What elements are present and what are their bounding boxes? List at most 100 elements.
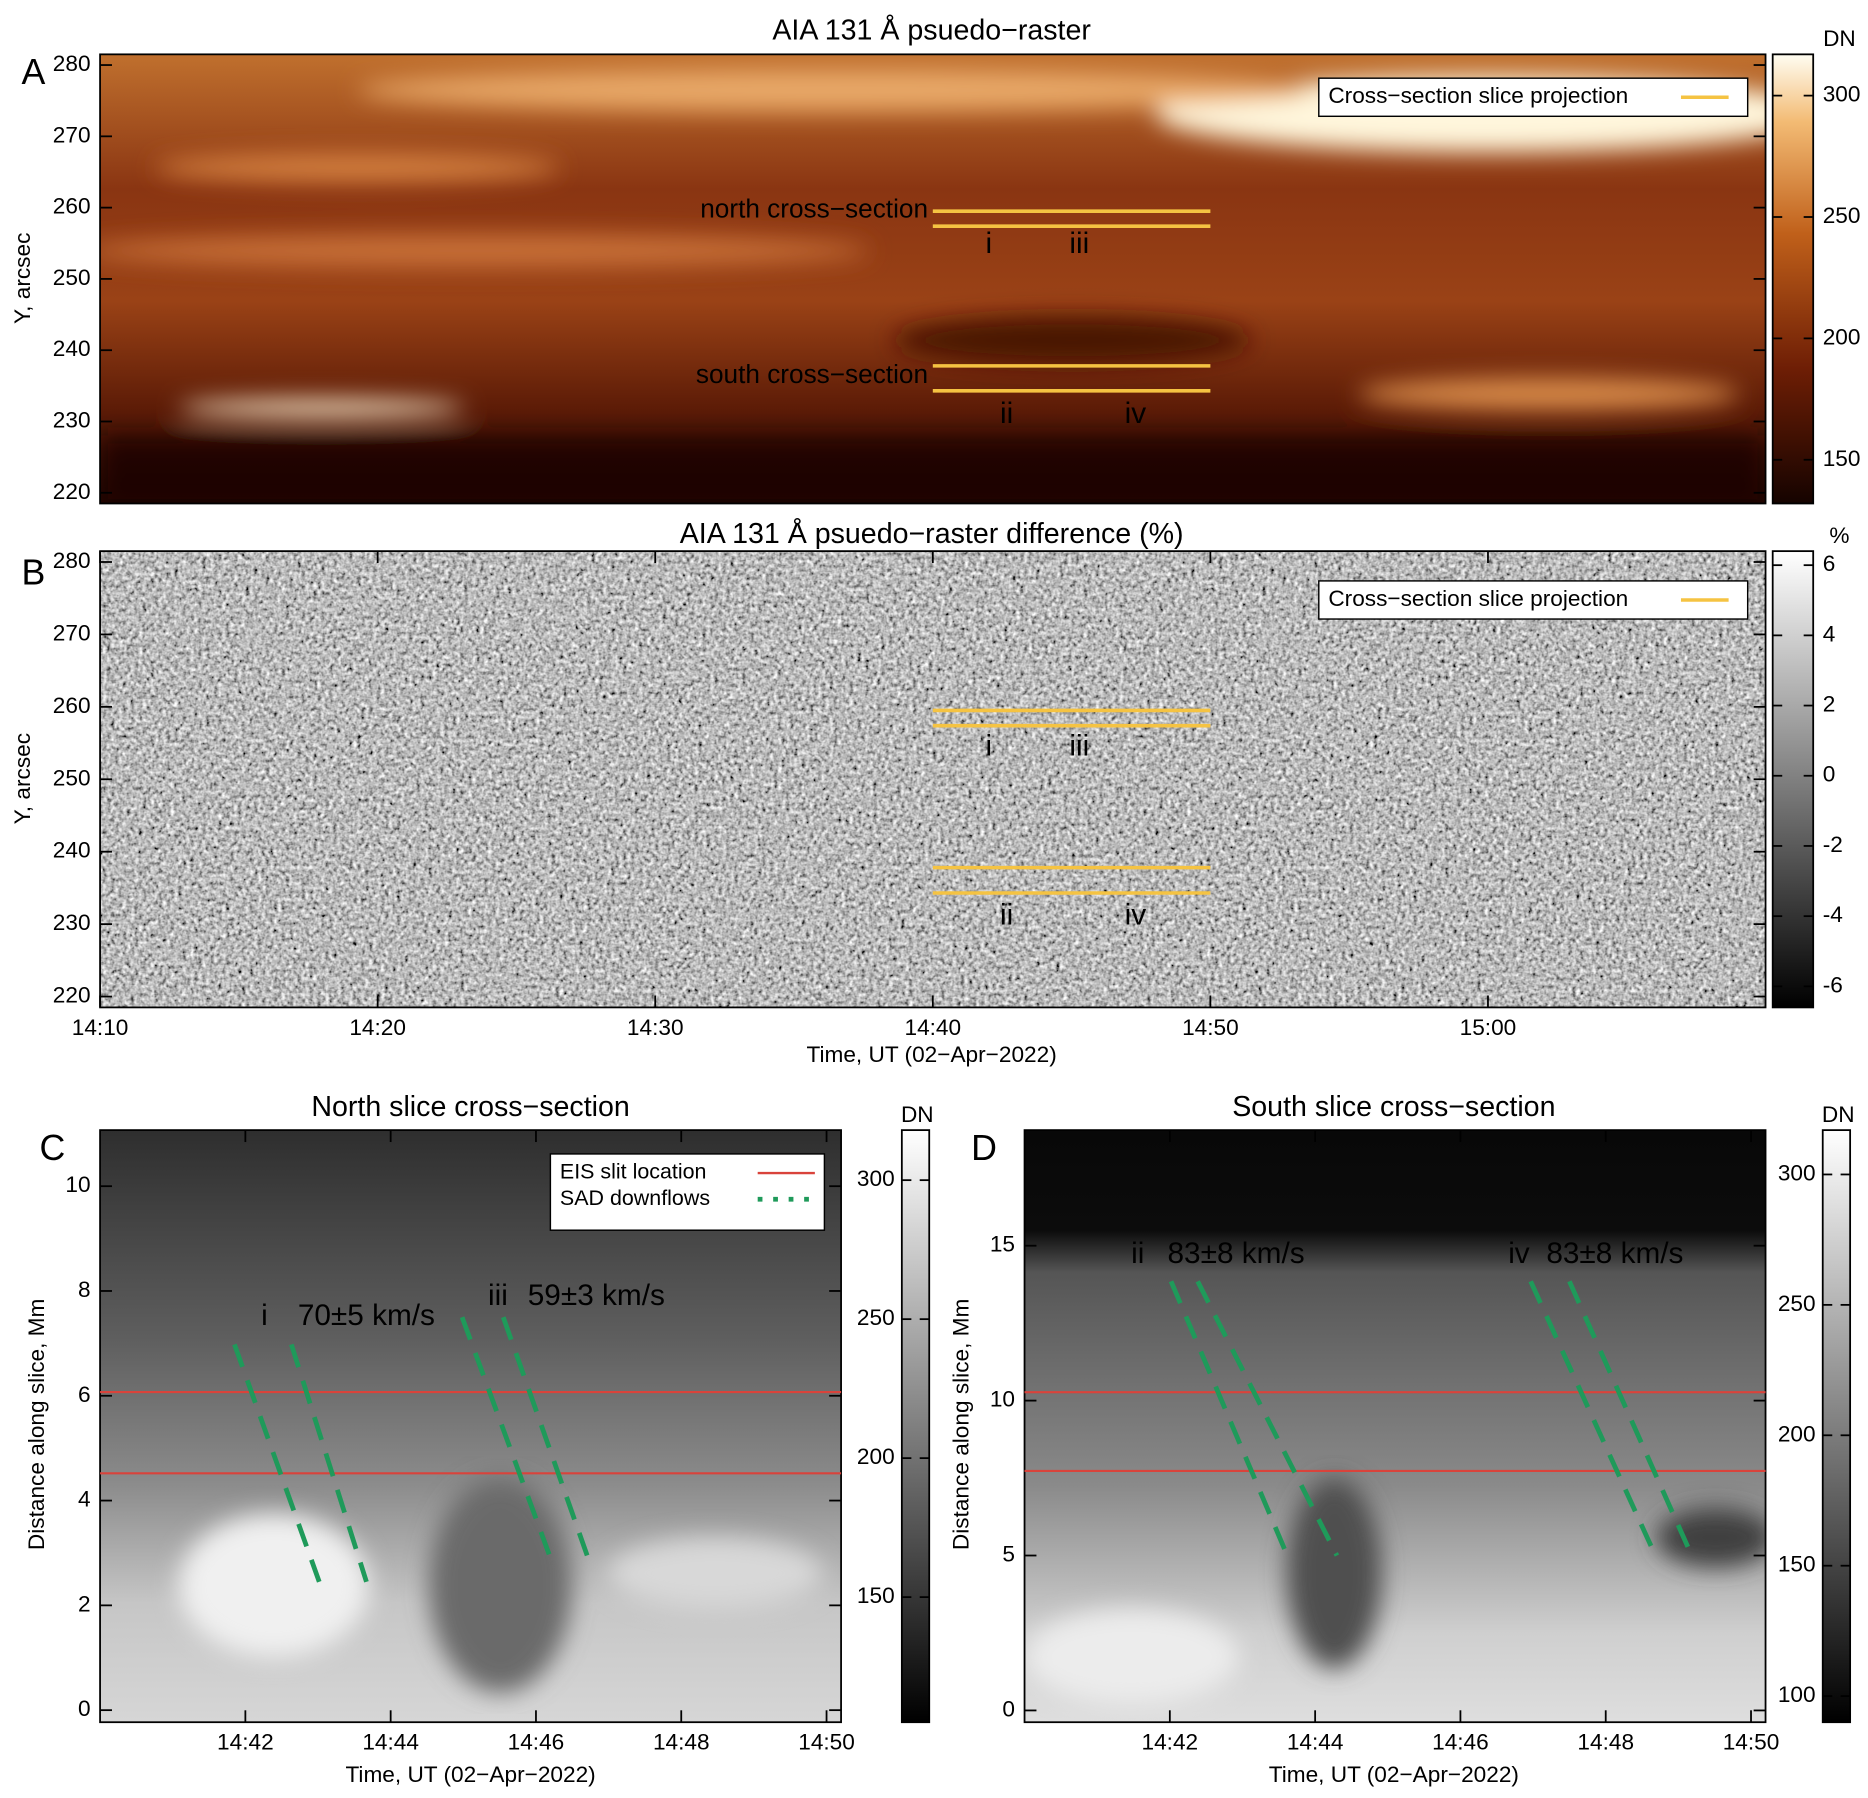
colorbar-tick-label: 200 — [1778, 1421, 1816, 1446]
y-tick-label: 230 — [53, 910, 91, 935]
y-tick-label: 10 — [990, 1387, 1015, 1412]
panel-title: South slice cross−section — [1232, 1091, 1555, 1123]
legend-box — [1318, 77, 1749, 118]
colorbar — [1821, 1129, 1852, 1724]
colorbar — [1771, 53, 1815, 505]
y-tick-label: 240 — [53, 336, 91, 361]
downflow-line — [1567, 1280, 1694, 1557]
colorbar-tick-label: 150 — [857, 1583, 895, 1608]
y-tick-label: 4 — [78, 1487, 91, 1512]
colorbar-label: DN — [1823, 26, 1856, 51]
colorbar-tick-label: 2 — [1823, 692, 1836, 717]
x-axis-label: Time, UT (02−Apr−2022) — [345, 1762, 595, 1787]
colorbar-tick-label: 250 — [1823, 203, 1861, 228]
x-axis-label: Time, UT (02−Apr−2022) — [1269, 1762, 1519, 1787]
x-tick-label: 14:50 — [798, 1730, 855, 1755]
colorbar-label: % — [1829, 523, 1849, 548]
colorbar-tick-label: 200 — [857, 1444, 895, 1469]
colorbar-label: DN — [1822, 1102, 1855, 1127]
y-tick-label: 250 — [53, 265, 91, 290]
colorbar-tick-label: 200 — [1823, 324, 1861, 349]
feature-label: iv — [1125, 397, 1147, 430]
colorbar-tick-label: 150 — [1823, 446, 1861, 471]
panel-letter: C — [40, 1128, 66, 1168]
legend-label: EIS slit location — [560, 1160, 707, 1184]
colorbar-tick-label: 250 — [857, 1305, 895, 1330]
x-tick-label: 14:30 — [627, 1015, 684, 1040]
x-tick-label: 14:46 — [1432, 1730, 1489, 1755]
y-tick-label: 15 — [990, 1232, 1015, 1257]
x-tick-label: 14:10 — [72, 1015, 129, 1040]
feature-label: iii — [1069, 227, 1089, 260]
downflow-name: ii — [1131, 1237, 1144, 1270]
colorbar-tick-label: 6 — [1823, 551, 1836, 576]
x-tick-label: 14:50 — [1723, 1730, 1780, 1755]
downflow-speed: 70±5 km/s — [298, 1299, 435, 1332]
downflow-line — [1168, 1280, 1290, 1557]
y-tick-label: 240 — [53, 838, 91, 863]
y-tick-label: 5 — [1002, 1542, 1015, 1567]
y-tick-label: 6 — [78, 1382, 91, 1407]
downflow-line — [501, 1316, 592, 1563]
x-tick-label: 15:00 — [1460, 1015, 1517, 1040]
downflow-line — [289, 1343, 369, 1583]
panel-letter: A — [21, 52, 45, 92]
downflow-line — [1528, 1280, 1658, 1557]
y-axis-label: Distance along slice, Mm — [949, 1299, 974, 1550]
legend-label: Cross−section slice projection — [1328, 586, 1628, 611]
y-tick-label: 280 — [53, 51, 91, 76]
y-tick-label: 260 — [53, 693, 91, 718]
x-axis-label: Time, UT (02−Apr−2022) — [806, 1042, 1056, 1067]
colorbar-tick-label: 250 — [1778, 1291, 1816, 1316]
downflow-name: i — [261, 1299, 268, 1332]
legend-box — [549, 1153, 826, 1231]
cross-section-label: south cross−section — [696, 359, 928, 389]
y-tick-label: 2 — [78, 1591, 91, 1616]
x-tick-label: 14:20 — [349, 1015, 406, 1040]
legend-label: SAD downflows — [560, 1186, 710, 1210]
x-tick-label: 14:44 — [362, 1730, 419, 1755]
panel-title: AIA 131 Å psuedo−raster — [772, 13, 1091, 46]
colorbar-tick-label: 0 — [1823, 762, 1836, 787]
colorbar-tick-label: 300 — [857, 1166, 895, 1191]
colorbar-tick-label: 100 — [1778, 1682, 1816, 1707]
y-tick-label: 270 — [53, 620, 91, 645]
colorbar-tick-label: 4 — [1823, 621, 1836, 646]
feature-label: i — [985, 227, 992, 260]
downflow-line — [1195, 1280, 1340, 1557]
x-tick-label: 14:48 — [1577, 1730, 1634, 1755]
y-tick-label: 220 — [53, 479, 91, 504]
x-tick-label: 14:44 — [1287, 1730, 1344, 1755]
x-tick-label: 14:48 — [653, 1730, 710, 1755]
panel-title: North slice cross−section — [311, 1091, 629, 1123]
colorbar-tick-label: 150 — [1778, 1552, 1816, 1577]
panel-title: AIA 131 Å psuedo−raster difference (%) — [680, 517, 1184, 550]
feature-label: ii — [1000, 397, 1013, 430]
y-axis-label: Y, arcsec — [10, 733, 35, 824]
cross-section-label: north cross−section — [700, 193, 928, 223]
colorbar-tick-label: -4 — [1823, 902, 1843, 927]
legend-box — [1318, 580, 1749, 620]
feature-label: i — [985, 730, 992, 763]
downflow-name: iii — [488, 1279, 508, 1312]
x-tick-label: 14:50 — [1182, 1015, 1239, 1040]
y-axis-label: Distance along slice, Mm — [24, 1299, 49, 1550]
downflow-line — [232, 1343, 322, 1583]
colorbar-tick-label: 300 — [1778, 1160, 1816, 1185]
image-b — [100, 551, 1766, 1008]
plot-frame — [99, 1129, 842, 1724]
feature-label: ii — [1000, 899, 1013, 932]
image-a — [100, 54, 1766, 504]
y-tick-label: 260 — [53, 194, 91, 219]
y-tick-label: 0 — [78, 1696, 91, 1721]
downflow-line — [459, 1316, 554, 1563]
x-tick-label: 14:42 — [217, 1730, 274, 1755]
legend-label: Cross−section slice projection — [1328, 83, 1628, 108]
x-tick-label: 14:40 — [904, 1015, 961, 1040]
y-tick-label: 10 — [65, 1172, 90, 1197]
x-tick-label: 14:46 — [508, 1730, 565, 1755]
colorbar-tick-label: 300 — [1823, 82, 1861, 107]
colorbar-tick-label: -6 — [1823, 972, 1843, 997]
